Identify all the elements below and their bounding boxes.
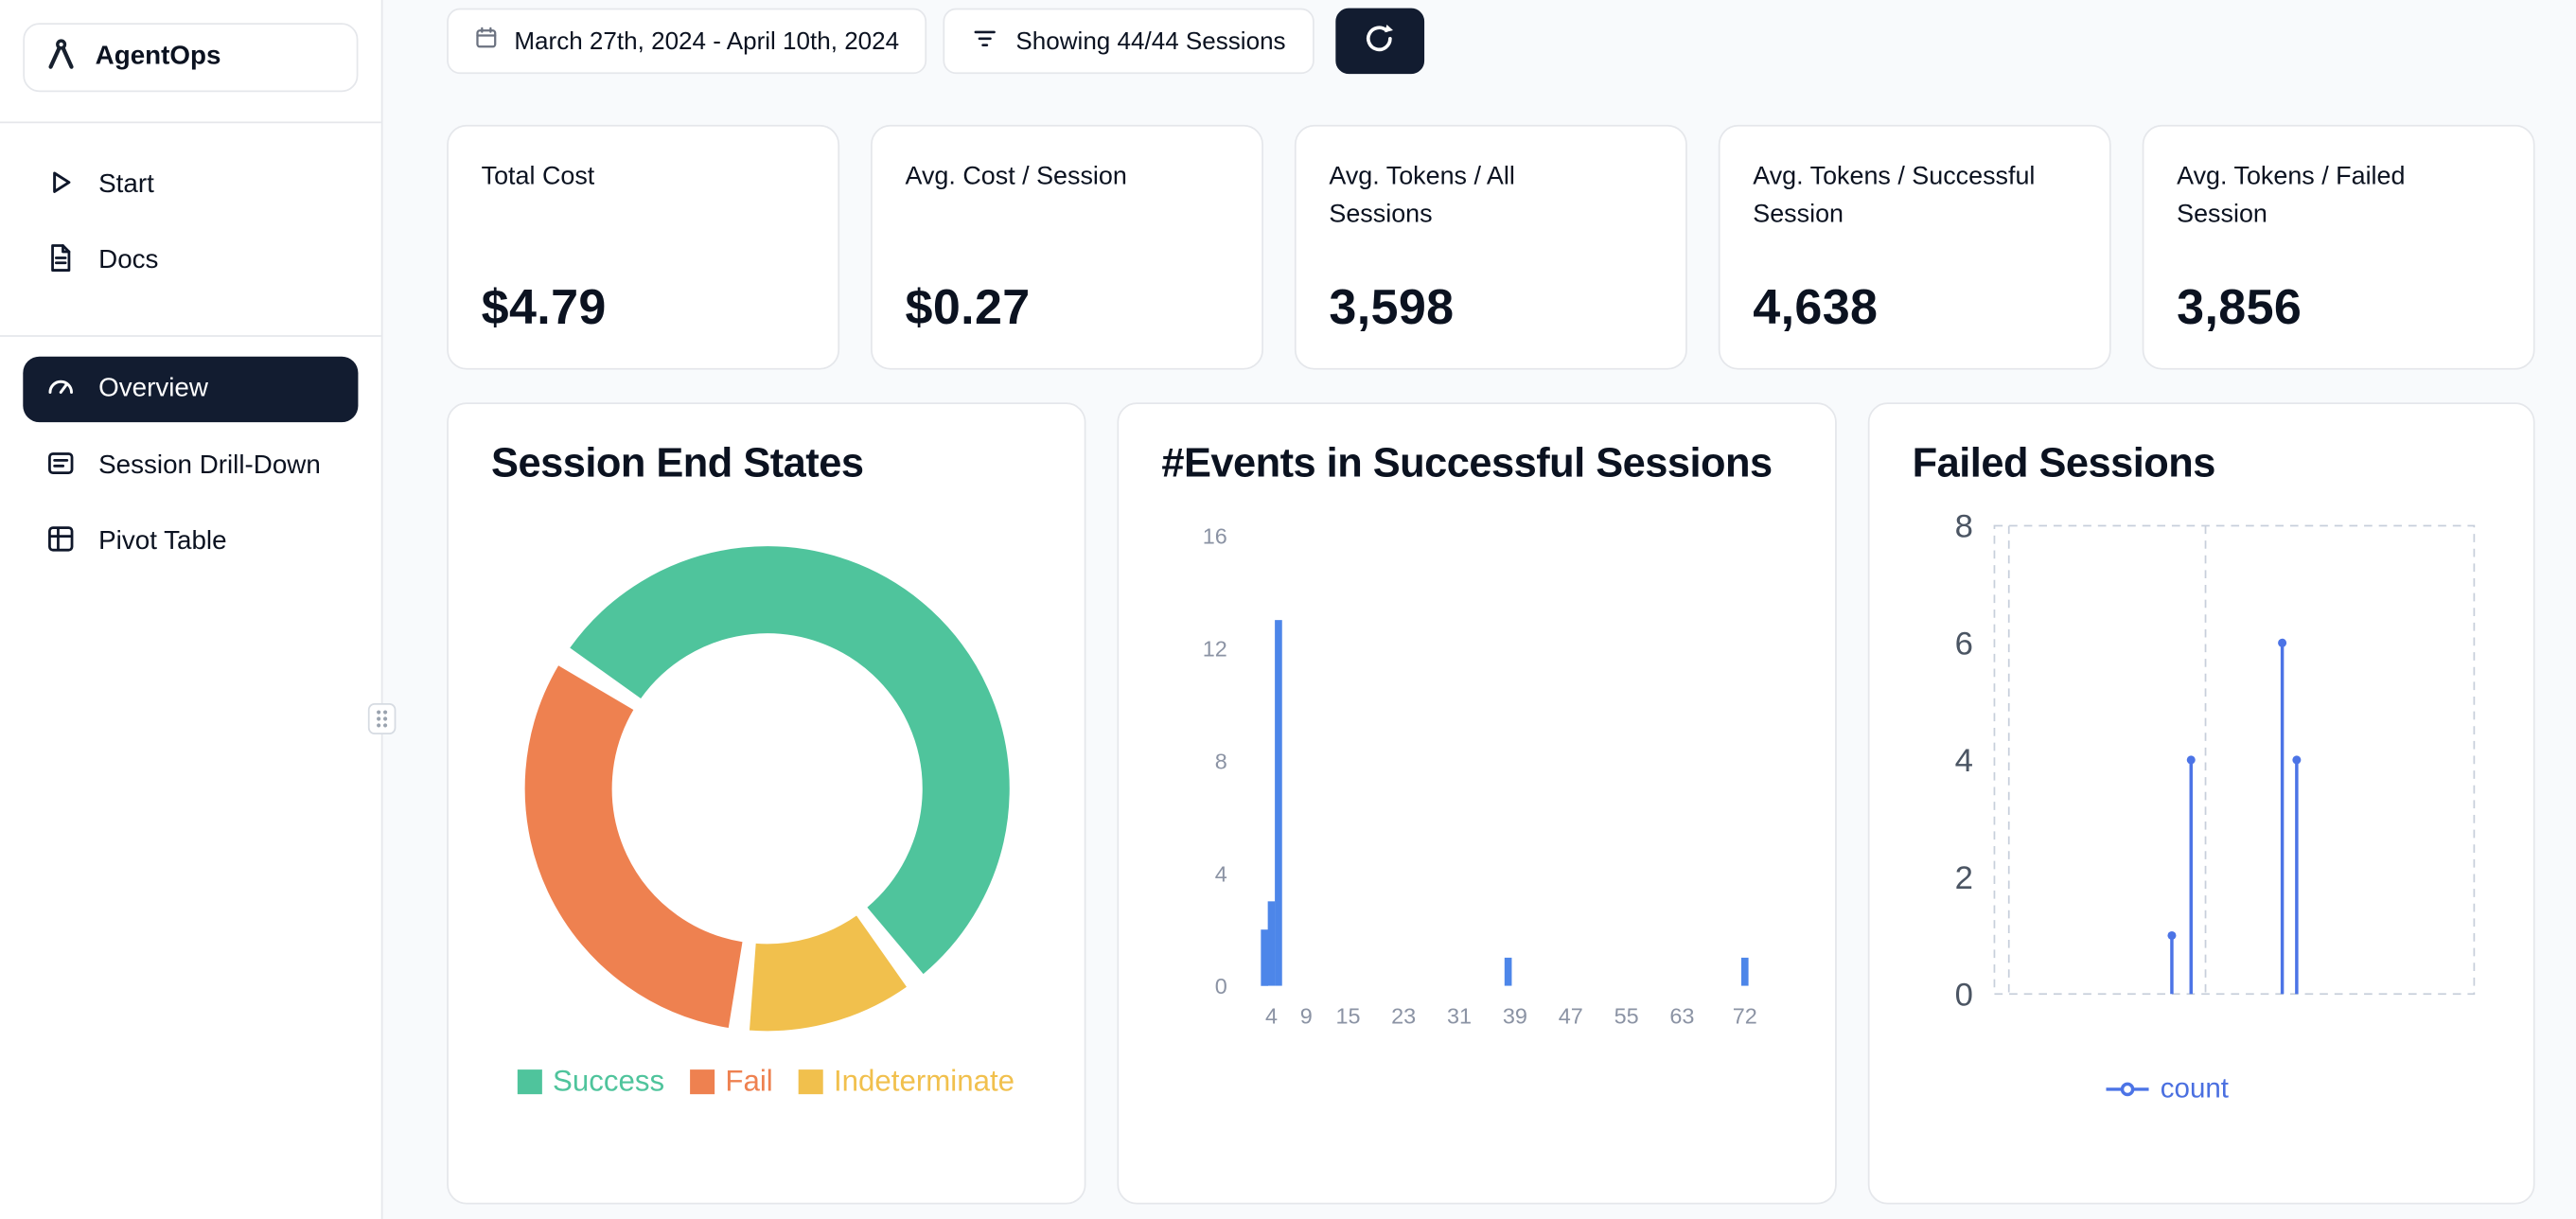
logo-text: AgentOps — [95, 43, 221, 71]
stat-card-avg-tokens-all: Avg. Tokens / All Sessions 3,598 — [1294, 124, 1687, 370]
donut-chart[interactable] — [520, 542, 1013, 1035]
svg-text:6: 6 — [1955, 626, 1973, 662]
sidebar-item-overview[interactable]: Overview — [23, 356, 359, 423]
svg-text:2: 2 — [1955, 860, 1973, 896]
chart-title: #Events in Successful Sessions — [1161, 440, 1773, 486]
stats-row: Total Cost $4.79 Avg. Cost / Session $0.… — [447, 124, 2535, 370]
failed-sessions-card: Failed Sessions 0 2 4 6 8 count — [1867, 402, 2535, 1205]
svg-text:15: 15 — [1335, 1004, 1360, 1029]
svg-text:4: 4 — [1265, 1004, 1278, 1029]
svg-text:12: 12 — [1203, 637, 1227, 662]
count-legend[interactable]: count — [2106, 1072, 2491, 1106]
sidebar-item-session-drilldown[interactable]: Session Drill-Down — [23, 429, 358, 504]
svg-text:31: 31 — [1447, 1004, 1472, 1029]
donut-legend: Success Fail Indeterminate — [491, 1065, 1042, 1099]
sidebar-item-docs[interactable]: Docs — [23, 223, 358, 299]
legend-item-success[interactable]: Success — [518, 1064, 665, 1099]
svg-text:4: 4 — [1955, 743, 1973, 779]
events-in-successful-sessions-card: #Events in Successful Sessions 0 4 8 12 16 4 9… — [1117, 402, 1837, 1205]
stat-card-avg-tokens-successful: Avg. Tokens / Successful Session 4,638 — [1718, 124, 2111, 370]
sessions-filter-label: Showing 44/44 Sessions — [1015, 26, 1286, 56]
svg-text:8: 8 — [1215, 749, 1227, 773]
svg-text:55: 55 — [1614, 1004, 1639, 1029]
sidebar-divider — [0, 335, 381, 337]
stat-value: $4.79 — [481, 280, 607, 336]
gauge-icon — [44, 369, 78, 410]
stat-label: Avg. Cost / Session — [905, 162, 1127, 191]
chart-title: Failed Sessions — [1912, 440, 2216, 486]
topbar: March 27th, 2024 - April 10th, 2024 Show… — [447, 8, 2534, 75]
sidebar-item-label: Overview — [98, 374, 208, 403]
stat-label: Avg. Tokens / Failed Session — [2177, 162, 2406, 229]
sidebar-item-label: Start — [98, 170, 154, 200]
legend-swatch — [799, 1069, 824, 1095]
calendar-icon — [475, 26, 498, 56]
stat-card-avg-tokens-failed: Avg. Tokens / Failed Session 3,856 — [2142, 124, 2535, 370]
sidebar-item-pivot-table[interactable]: Pivot Table — [23, 504, 358, 580]
svg-text:39: 39 — [1503, 1004, 1527, 1029]
legend-label: Indeterminate — [833, 1064, 1015, 1098]
count-legend-label: count — [2160, 1072, 2229, 1104]
date-range-button[interactable]: March 27th, 2024 - April 10th, 2024 — [447, 8, 927, 75]
legend-item-fail[interactable]: Fail — [690, 1064, 773, 1099]
svg-text:9: 9 — [1300, 1004, 1313, 1029]
stat-value: 3,856 — [2177, 280, 2303, 336]
count-legend-marker-icon — [2106, 1073, 2149, 1106]
stat-value: 4,638 — [1753, 280, 1879, 336]
sidebar: AgentOps Start Docs — [0, 0, 397, 1219]
svg-text:0: 0 — [1955, 977, 1973, 1013]
stat-card-avg-cost-session: Avg. Cost / Session $0.27 — [871, 124, 1263, 370]
sessions-filter-button[interactable]: Showing 44/44 Sessions — [944, 8, 1314, 75]
sidebar-item-start[interactable]: Start — [23, 148, 358, 223]
main-content: March 27th, 2024 - April 10th, 2024 Show… — [382, 0, 2576, 1219]
date-range-label: March 27th, 2024 - April 10th, 2024 — [514, 26, 900, 56]
legend-label: Success — [553, 1064, 665, 1098]
filter-icon — [972, 24, 1000, 58]
sidebar-item-label: Session Drill-Down — [98, 451, 321, 480]
table-icon — [44, 521, 78, 562]
svg-text:0: 0 — [1215, 974, 1227, 998]
sidebar-divider — [0, 121, 381, 124]
failed-sessions-chart[interactable]: 0 2 4 6 8 — [1913, 506, 2491, 1058]
session-end-states-card: Session End States Success Fail Indetermin… — [447, 402, 1086, 1205]
svg-text:23: 23 — [1391, 1004, 1416, 1029]
legend-swatch — [690, 1069, 715, 1095]
stat-value: $0.27 — [905, 280, 1031, 336]
agentops-logo-icon — [44, 35, 80, 80]
logo[interactable]: AgentOps — [23, 23, 359, 93]
svg-text:47: 47 — [1559, 1004, 1583, 1029]
stat-label: Total Cost — [481, 162, 595, 191]
stat-value: 3,598 — [1329, 280, 1455, 336]
document-icon — [44, 240, 78, 281]
svg-text:4: 4 — [1215, 861, 1227, 886]
svg-text:16: 16 — [1203, 524, 1227, 549]
refresh-icon — [1364, 22, 1395, 60]
svg-text:72: 72 — [1733, 1004, 1757, 1029]
svg-text:63: 63 — [1669, 1004, 1694, 1029]
charts-row: Session End States Success Fail Indetermin… — [447, 402, 2535, 1205]
stat-card-total-cost: Total Cost $4.79 — [447, 124, 840, 370]
legend-swatch — [518, 1069, 543, 1095]
stat-label: Avg. Tokens / All Sessions — [1329, 162, 1515, 229]
legend-label: Fail — [725, 1064, 773, 1098]
svg-text:8: 8 — [1955, 509, 1973, 545]
play-icon — [44, 165, 78, 205]
chart-title: Session End States — [491, 440, 864, 486]
list-card-icon — [44, 446, 78, 486]
sidebar-item-label: Pivot Table — [98, 527, 227, 556]
legend-item-indeterminate[interactable]: Indeterminate — [799, 1064, 1015, 1099]
sidebar-item-label: Docs — [98, 246, 159, 274]
stat-label: Avg. Tokens / Successful Session — [1753, 162, 2036, 229]
sidebar-resize-handle[interactable] — [367, 702, 397, 734]
refresh-button[interactable] — [1334, 8, 1424, 75]
